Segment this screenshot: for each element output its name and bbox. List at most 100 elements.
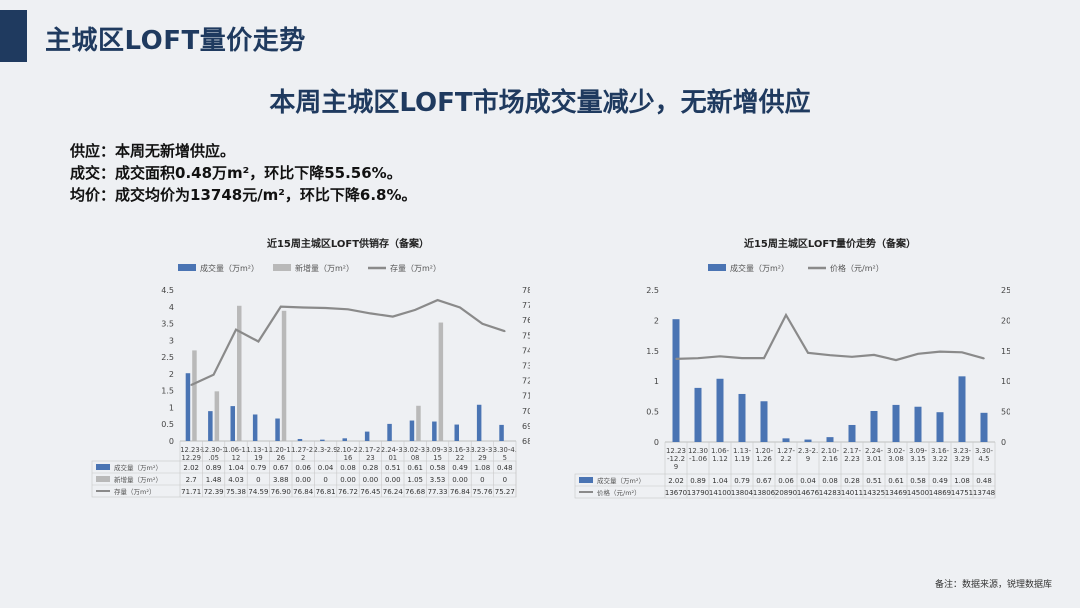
- table-cell: 0.51: [866, 477, 882, 485]
- y-left-tick-label: 2: [169, 370, 174, 379]
- y-left-tick-label: 0.5: [161, 420, 174, 429]
- footnote: 备注：数据来源，锐理数据库: [934, 580, 1052, 590]
- line-point: [895, 359, 897, 361]
- table-row-label: 新增量（万m²）: [114, 475, 162, 484]
- table-cell: 0.04: [318, 464, 334, 472]
- supply-sales-stock-chart-svg: 近15周主城区LOFT供销存（备案） 成交量（万m²） 新增量（万m²） 存量（万m²…: [91, 237, 532, 498]
- y-left-tick-label: 0: [654, 438, 659, 447]
- x-tick-label: 1.20-1.26: [755, 447, 774, 463]
- bar-transaction: [804, 439, 812, 442]
- summary-transaction: 成交：成交面积0.48万m²，环比下降55.56%。: [70, 164, 402, 182]
- table-cell: 0.79: [734, 477, 750, 485]
- chart-title: 近15周主城区LOFT量价走势（备案）: [744, 237, 916, 250]
- table-cell: 0.61: [407, 464, 423, 472]
- table-cell: 75.27: [495, 488, 515, 496]
- volume-price-chart: 近15周主城区LOFT量价走势（备案） 成交量（万m²） 价格（元/m²） 0 0.5 1…: [570, 230, 1026, 502]
- bar-transaction: [409, 420, 415, 441]
- y-right-tick-label: 0: [1001, 438, 1006, 447]
- x-tick-label: 2.17-2.23: [358, 446, 382, 462]
- table-cell: 0.58: [430, 464, 446, 472]
- line-point: [324, 307, 327, 309]
- line-point: [917, 353, 919, 355]
- y-right-tick-label: 69: [522, 422, 530, 431]
- line-point: [302, 306, 304, 309]
- table-row-label: 存量（万m²）: [114, 487, 155, 496]
- table-cell: 77.33: [428, 488, 448, 496]
- bar-transaction: [760, 401, 768, 442]
- x-tick-label: 2.24-3.01: [381, 446, 405, 462]
- x-tick-label: 3.30-4.5: [493, 446, 517, 462]
- table-cell: 3.88: [273, 476, 289, 484]
- table-cell: 14751: [951, 489, 973, 497]
- table-cell: 0: [480, 476, 484, 484]
- line-point: [414, 309, 417, 311]
- y-left-tick-label: 2.5: [646, 286, 659, 295]
- table-cell: 1.05: [407, 476, 423, 484]
- legend-label: 成交量（万m²）: [730, 263, 789, 273]
- line-point: [190, 384, 192, 386]
- y-right-tick-label: 73: [522, 362, 530, 371]
- x-tick-label: 12.30-1.05: [200, 446, 226, 462]
- bar-transaction: [230, 406, 235, 441]
- bar-transaction: [297, 438, 303, 441]
- bar-new-supply: [416, 405, 421, 441]
- bar-transaction: [870, 410, 878, 442]
- line-point: [939, 350, 941, 353]
- summary-supply: 供应：本周无新增供应。: [70, 142, 236, 160]
- table-cell: 14869: [929, 489, 951, 497]
- summary-block: 供应：本周无新增供应。 成交：成交面积0.48万m²，环比下降55.56%。 均…: [70, 140, 416, 206]
- chart-title: 近15周主城区LOFT供销存（备案）: [267, 237, 429, 250]
- line-point: [347, 308, 349, 311]
- bar-transaction: [892, 404, 900, 442]
- table-cell: 0.67: [273, 464, 289, 472]
- y-left-tick-label: 3.5: [161, 320, 174, 329]
- table-cell: 13806: [753, 489, 776, 497]
- line-point: [763, 357, 765, 359]
- y-left-tick-label: 3: [169, 336, 174, 345]
- table-cell: 0.00: [452, 476, 468, 484]
- table-cell: 1.08: [475, 464, 491, 472]
- table-cell: 14283: [819, 489, 841, 497]
- line-point: [369, 312, 372, 315]
- line-point: [257, 340, 260, 343]
- table-cell: 0: [503, 476, 507, 484]
- y-left-tick-label: 1.5: [646, 347, 659, 356]
- table-cell: 76.84: [450, 488, 471, 496]
- x-tick-label: 3.16-3.22: [448, 446, 472, 462]
- legend-swatch-bar: [708, 264, 726, 271]
- y-right-tick-label: 20000: [1001, 316, 1010, 325]
- headline: 本周主城区LOFT市场成交量减少，无新增供应: [269, 88, 811, 118]
- table-cell: 71.71: [181, 488, 201, 496]
- table-cell: 14676: [797, 489, 820, 497]
- table-cell: 75.38: [226, 488, 246, 496]
- y-right-tick-label: 71: [522, 392, 530, 401]
- table-cell: 1.48: [206, 476, 222, 484]
- line-point: [785, 314, 787, 316]
- table-cell: 14500: [907, 489, 929, 497]
- bar-transaction: [716, 378, 724, 442]
- x-tick-label: 1.27-2.2: [291, 446, 315, 462]
- table-cell: 0.67: [756, 477, 772, 485]
- table-cell: 0.00: [363, 476, 379, 484]
- x-tick-label: 3.09-3.15: [909, 447, 928, 463]
- legend-label: 价格（元/m²）: [830, 263, 884, 273]
- bar-new-supply: [281, 310, 287, 441]
- page-title: 主城区LOFT量价走势: [45, 26, 306, 56]
- table-cell: 0.89: [690, 477, 706, 485]
- table-cell: 4.03: [228, 476, 244, 484]
- y-left-tick-label: 0: [169, 437, 174, 446]
- table-row-label: 成交量（万m²）: [597, 476, 645, 485]
- table-cell: 0.08: [822, 477, 838, 485]
- bar-transaction: [694, 387, 702, 442]
- table-cell: 0.00: [340, 476, 356, 484]
- x-tick-label: 1.06-1.12: [711, 447, 730, 463]
- table-cell: 14100: [709, 489, 731, 497]
- x-tick-label: 2.24-3.01: [865, 447, 884, 463]
- table-cell: 76.45: [360, 488, 380, 496]
- table-cell: 14325: [863, 489, 885, 497]
- y-right-tick-label: 72: [522, 377, 530, 386]
- x-tick-label: 3.16-3.22: [931, 447, 950, 463]
- table-cell: 1.08: [954, 477, 970, 485]
- table-cell: 1.04: [228, 464, 244, 472]
- legend-label: 成交量（万m²）: [200, 263, 259, 273]
